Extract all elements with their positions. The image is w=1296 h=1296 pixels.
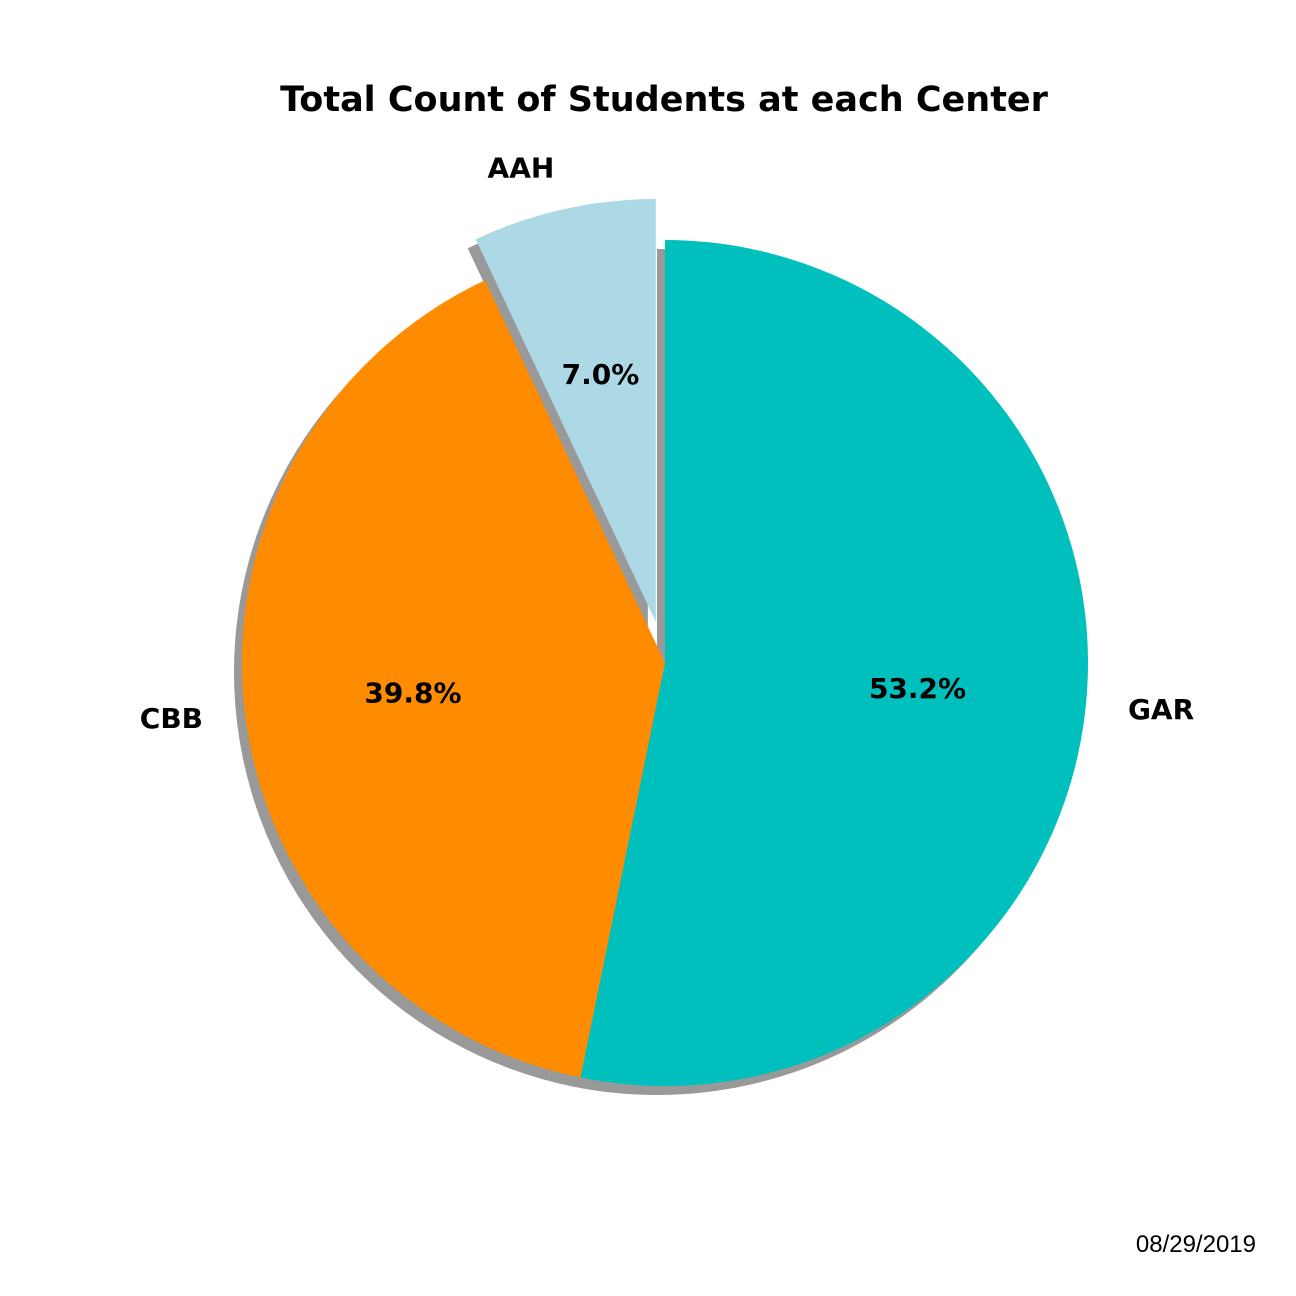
slice-label-cbb: CBB [140, 702, 203, 735]
slice-percent-label-cbb: 39.8% [364, 677, 461, 710]
pie-slice-gar [580, 240, 1089, 1086]
slice-label-aah: AAH [488, 151, 555, 184]
slice-label-gar: GAR [1128, 693, 1194, 726]
chart-title: Total Count of Students at each Center [280, 80, 1049, 120]
date-stamp: 08/29/2019 [1135, 1231, 1256, 1258]
pie-slice-layer [242, 199, 1089, 1086]
pie-slice-aah [475, 199, 656, 623]
slice-percent-label-aah: 7.0% [562, 358, 640, 391]
pie-slice-cbb [242, 280, 665, 1078]
slice-percent-label-gar: 53.2% [869, 672, 966, 705]
pie-label-layer: AAH 7.0% CBB 39.8% GAR 53.2% [140, 151, 1194, 734]
